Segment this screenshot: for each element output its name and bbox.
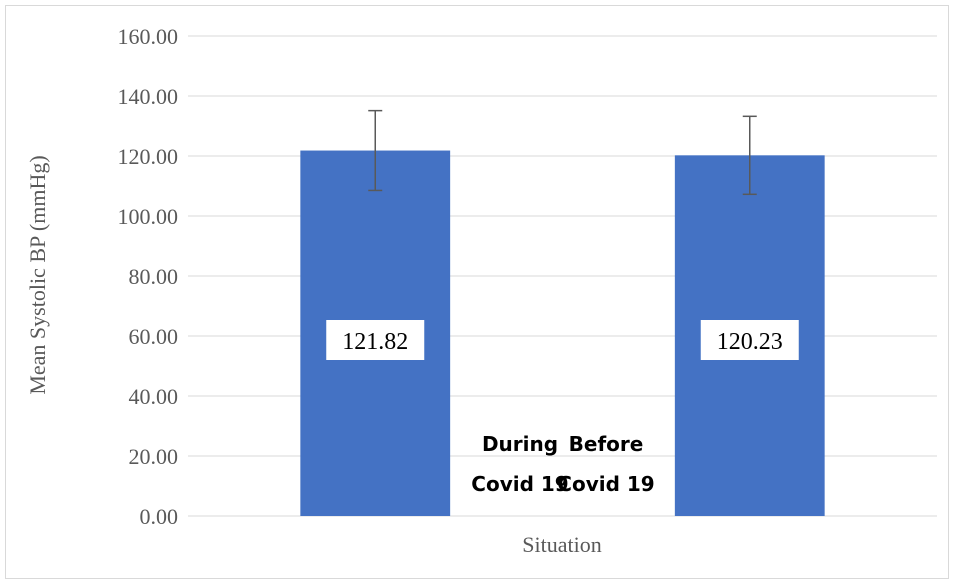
y-tick-labels: 0.00 20.00 40.00 60.00 80.00 100.00 120.00 140.… xyxy=(118,24,179,529)
y-tick-label: 40.00 xyxy=(129,384,179,409)
y-tick-label: 140.00 xyxy=(118,84,179,109)
y-tick-label: 60.00 xyxy=(129,324,179,349)
y-tick-label: 0.00 xyxy=(140,504,179,529)
data-labels: 121.82 120.23 xyxy=(326,320,799,360)
category-label: Before xyxy=(569,432,644,456)
error-bars xyxy=(368,109,757,196)
y-axis-title: Mean Systolic BP (mmHg) xyxy=(25,155,50,394)
category-label: Covid 19 xyxy=(471,472,568,496)
category-label: Covid 19 xyxy=(557,472,654,496)
data-label-box xyxy=(700,320,799,360)
data-label: 120.23 xyxy=(717,329,783,355)
data-label-box xyxy=(326,320,425,360)
data-label: 121.82 xyxy=(342,329,408,355)
y-tick-label: 80.00 xyxy=(129,264,179,289)
y-tick-label: 100.00 xyxy=(118,204,179,229)
y-tick-label: 120.00 xyxy=(118,144,179,169)
y-tick-label: 160.00 xyxy=(118,24,179,49)
category-label: During xyxy=(482,432,558,456)
y-tick-label: 20.00 xyxy=(129,444,179,469)
x-axis-title: Situation xyxy=(522,532,601,557)
